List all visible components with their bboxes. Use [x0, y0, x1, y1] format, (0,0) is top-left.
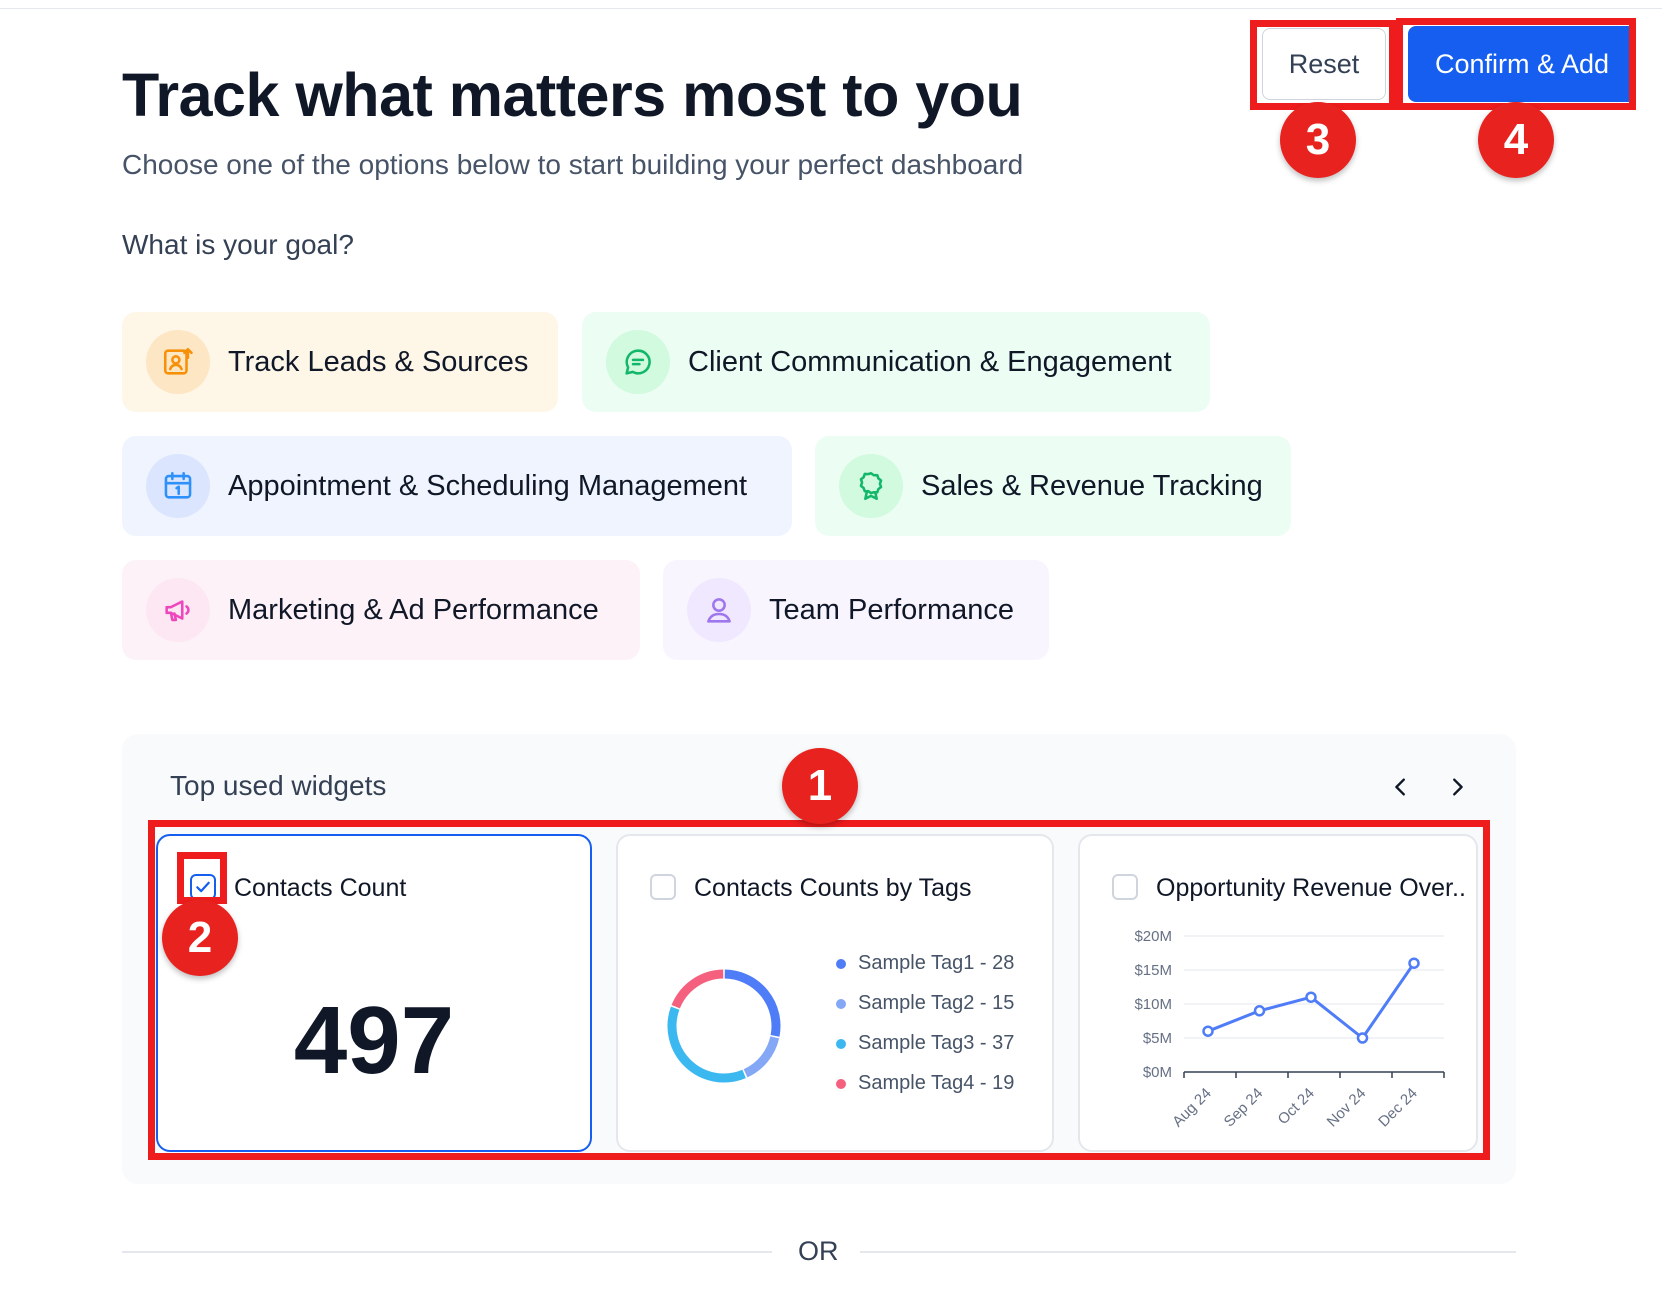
y-tick-label: $20M — [1134, 928, 1172, 945]
widget-card-contacts-by-tags[interactable]: Contacts Counts by Tags Sample Tag1 - 28… — [616, 834, 1054, 1152]
widget-title: Opportunity Revenue Over.. — [1156, 874, 1466, 902]
goal-option-track-leads[interactable]: Track Leads & Sources — [122, 312, 558, 412]
widget-title: Contacts Count — [234, 874, 407, 902]
goal-label: Client Communication & Engagement — [688, 345, 1172, 378]
goal-option-client-communication[interactable]: Client Communication & Engagement — [582, 312, 1210, 412]
award-ribbon-icon — [839, 454, 903, 518]
legend-label: Sample Tag2 - 15 — [858, 992, 1015, 1014]
legend-label: Sample Tag3 - 37 — [858, 1032, 1015, 1054]
goal-label: Appointment & Scheduling Management — [228, 469, 748, 502]
goal-question: What is your goal? — [122, 229, 354, 260]
goal-label: Sales & Revenue Tracking — [921, 469, 1263, 502]
data-point — [1202, 1025, 1214, 1037]
user-icon — [687, 578, 751, 642]
data-point — [1305, 991, 1317, 1003]
legend-dot — [836, 998, 846, 1009]
data-point — [1408, 957, 1420, 969]
data-point — [1356, 1032, 1369, 1044]
goal-option-sales-revenue[interactable]: Sales & Revenue Tracking — [815, 436, 1291, 536]
donut-slice — [724, 969, 781, 1037]
widget-card-opportunity-revenue[interactable]: Opportunity Revenue Over.. $0M $5M $10M $15… — [1078, 834, 1478, 1152]
donut-slice — [667, 1006, 746, 1083]
legend-item: Sample Tag1 - 28 — [836, 952, 1014, 975]
x-tick-label: Oct 24 — [1275, 1085, 1318, 1128]
donut-slice — [743, 1036, 780, 1078]
legend-dot — [836, 1038, 846, 1049]
goal-label: Team Performance — [769, 593, 1014, 626]
legend-item: Sample Tag2 - 15 — [836, 992, 1014, 1015]
reset-button[interactable]: Reset — [1262, 28, 1386, 100]
donut-chart — [667, 969, 781, 1083]
annotation-badge-1: 1 — [782, 748, 858, 824]
calendar-icon — [146, 454, 210, 518]
line-chart: $0M $5M $10M $15M $20M Aug 24 Sep 24 Oct 24 Nov … — [1134, 928, 1445, 1131]
x-tick-label: Sep 24 — [1221, 1085, 1267, 1131]
legend-label: Sample Tag1 - 28 — [858, 952, 1015, 974]
chevron-left-icon[interactable] — [1384, 770, 1418, 804]
widget-title: Contacts Counts by Tags — [694, 874, 972, 902]
chat-bubble-icon — [606, 330, 670, 394]
or-divider-right — [860, 1251, 1516, 1253]
goal-option-appointment-scheduling[interactable]: Appointment & Scheduling Management — [122, 436, 792, 536]
x-tick-label: Dec 24 — [1375, 1085, 1421, 1131]
widgets-panel-title: Top used widgets — [170, 770, 387, 801]
goal-label: Track Leads & Sources — [228, 345, 529, 378]
y-tick-label: $10M — [1134, 996, 1172, 1013]
check-icon — [196, 881, 210, 893]
x-tick-label: Nov 24 — [1324, 1085, 1370, 1131]
top-divider — [0, 8, 1662, 9]
chevron-right-icon[interactable] — [1440, 770, 1474, 804]
page-title: Track what matters most to you — [122, 61, 1023, 129]
donut-slice — [671, 969, 724, 1009]
widget-checkbox[interactable] — [190, 874, 216, 900]
page-subtitle: Choose one of the options below to start… — [122, 149, 1024, 180]
goal-option-marketing-ads[interactable]: Marketing & Ad Performance — [122, 560, 640, 660]
widget-checkbox[interactable] — [1112, 874, 1138, 900]
or-label: OR — [798, 1236, 839, 1266]
legend-dot — [836, 1078, 846, 1089]
confirm-add-button[interactable]: Confirm & Add — [1408, 26, 1636, 102]
goal-label: Marketing & Ad Performance — [228, 593, 599, 626]
x-tick-label: Aug 24 — [1169, 1085, 1215, 1131]
annotation-badge-3: 3 — [1280, 102, 1356, 178]
annotation-badge-4: 4 — [1478, 102, 1554, 178]
lead-tracking-icon — [146, 330, 210, 394]
widget-checkbox[interactable] — [650, 874, 676, 900]
contacts-count-value: 497 — [293, 987, 455, 1094]
legend-dot — [836, 958, 846, 969]
y-tick-label: $0M — [1143, 1064, 1172, 1081]
megaphone-icon — [146, 578, 210, 642]
legend-item: Sample Tag4 - 19 — [836, 1072, 1014, 1095]
or-divider-left — [122, 1251, 772, 1253]
widget-card-contacts-count[interactable]: Contacts Count 497 — [156, 834, 592, 1152]
goal-option-team-performance[interactable]: Team Performance — [663, 560, 1049, 660]
legend-item: Sample Tag3 - 37 — [836, 1032, 1014, 1055]
y-tick-label: $5M — [1143, 1030, 1172, 1047]
y-tick-label: $15M — [1134, 962, 1172, 979]
annotation-badge-2: 2 — [162, 900, 238, 976]
legend-label: Sample Tag4 - 19 — [858, 1072, 1015, 1094]
data-point — [1253, 1005, 1266, 1017]
